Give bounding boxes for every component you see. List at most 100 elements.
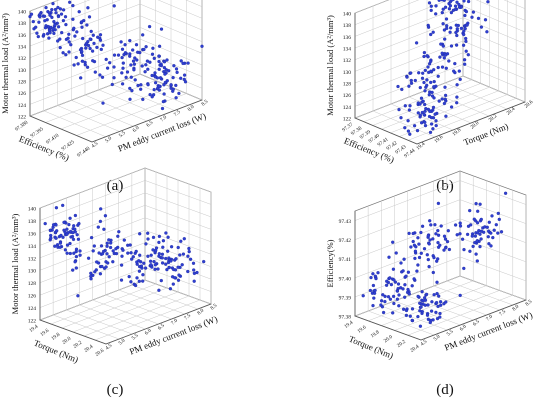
data-point <box>361 294 365 298</box>
data-point <box>492 228 496 232</box>
y-tick-label: 6.0 <box>144 328 153 337</box>
data-point <box>157 234 162 239</box>
data-point <box>72 251 76 255</box>
data-point <box>157 84 161 88</box>
data-point <box>153 263 157 267</box>
data-point <box>389 282 394 287</box>
data-point <box>405 75 409 79</box>
data-point <box>428 130 433 135</box>
data-point <box>202 259 206 264</box>
data-point <box>153 267 157 271</box>
data-point <box>68 0 72 4</box>
data-point <box>71 237 76 242</box>
y-gridline <box>446 176 513 306</box>
data-point <box>429 32 433 37</box>
panel-label: (c) <box>107 382 124 398</box>
data-point <box>477 228 481 233</box>
data-point <box>133 56 137 60</box>
data-point <box>463 26 467 31</box>
data-point <box>134 249 138 254</box>
x-tick-label: 20.6 <box>94 347 105 357</box>
data-point <box>475 221 480 225</box>
data-point <box>456 23 460 28</box>
data-point <box>429 4 433 8</box>
data-point <box>186 61 190 65</box>
data-point <box>161 245 165 249</box>
data-point <box>120 71 124 75</box>
data-point <box>105 241 109 245</box>
data-point <box>48 13 52 17</box>
data-point <box>133 78 137 82</box>
data-point <box>479 217 483 222</box>
data-point <box>167 265 171 270</box>
data-point <box>54 206 59 210</box>
data-point <box>176 245 180 250</box>
data-point <box>80 59 85 63</box>
data-point <box>411 231 415 236</box>
data-point <box>112 76 116 80</box>
data-point <box>464 49 468 53</box>
z-gridline <box>354 0 390 14</box>
data-point <box>423 109 427 113</box>
data-point <box>395 297 400 301</box>
data-point <box>78 253 82 257</box>
data-point <box>54 11 58 15</box>
data-point <box>153 81 158 85</box>
data-point <box>422 50 427 55</box>
data-point <box>34 25 38 29</box>
data-point <box>432 85 436 89</box>
data-point <box>78 249 82 253</box>
z-axis-title: Motor thermal load (A²/mm³) <box>325 15 335 116</box>
data-point <box>73 213 78 218</box>
data-point <box>177 273 181 277</box>
data-point <box>121 66 125 70</box>
data-point <box>72 26 76 30</box>
data-point <box>435 280 439 284</box>
x-tick-label: 19.6 <box>356 324 367 334</box>
data-point <box>86 256 91 260</box>
data-point <box>38 12 42 16</box>
data-point <box>412 277 416 281</box>
data-point <box>443 93 448 98</box>
data-point <box>146 67 150 71</box>
data-point <box>175 70 179 75</box>
data-point <box>92 41 96 46</box>
data-point <box>112 53 117 57</box>
y-gridline <box>126 0 189 106</box>
data-point <box>79 20 84 24</box>
y-tick-label: 5.0 <box>118 338 127 347</box>
data-point <box>396 282 401 286</box>
data-point <box>401 307 406 311</box>
data-point <box>412 124 417 128</box>
y-gridline <box>367 206 435 336</box>
data-point <box>74 55 78 60</box>
data-point <box>408 314 412 318</box>
data-point <box>128 54 132 58</box>
data-point <box>76 294 80 298</box>
z-tick-label: 97.41 <box>339 257 352 263</box>
z-tick-label: 126 <box>343 93 352 99</box>
data-point <box>160 256 164 260</box>
y-tick-label: 7.0 <box>485 314 494 323</box>
data-point <box>447 59 451 63</box>
data-point <box>181 61 185 66</box>
data-point <box>462 0 466 3</box>
data-point <box>102 227 106 231</box>
y-gridline <box>139 0 203 101</box>
data-point <box>455 83 459 87</box>
data-point <box>372 296 376 300</box>
data-point <box>468 249 472 253</box>
data-point <box>136 83 140 88</box>
data-point <box>423 102 427 107</box>
z-tick-label: 136 <box>343 35 352 41</box>
data-point <box>35 31 39 35</box>
data-point <box>149 253 153 257</box>
data-point <box>68 251 72 256</box>
data-point <box>121 61 125 65</box>
data-point <box>84 46 88 50</box>
data-point <box>420 290 424 294</box>
data-point <box>131 48 135 52</box>
data-point <box>58 245 62 249</box>
y-tick-label: 5.5 <box>446 329 455 338</box>
data-point <box>436 304 440 309</box>
